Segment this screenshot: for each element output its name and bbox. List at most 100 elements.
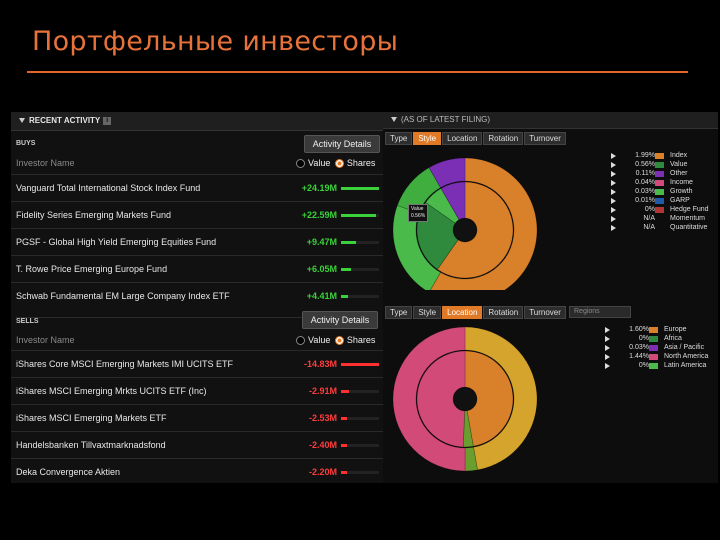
activity-row[interactable]: Vanguard Total International Stock Index…: [11, 174, 383, 201]
legend-item[interactable]: 0% Hedge Fund: [611, 206, 720, 215]
investor-name[interactable]: Deka Convergence Aktien: [16, 467, 121, 477]
collapse-triangle-icon[interactable]: [391, 117, 397, 123]
buys-investor-name-header[interactable]: Investor Name: [16, 158, 75, 168]
change-bar: [341, 214, 379, 217]
legend-percent: N/A: [643, 215, 655, 222]
change-bar-fill: [341, 390, 349, 393]
legend-label: Income: [670, 179, 693, 186]
sells-activity-details-button[interactable]: Activity Details: [302, 311, 378, 329]
change-bar-fill: [341, 187, 379, 190]
investor-name[interactable]: Handelsbanken Tillvaxtmarknadsfond: [16, 440, 166, 450]
tab-turnover[interactable]: Turnover: [524, 132, 566, 145]
donut-hole: [454, 388, 476, 410]
change-value: +4.41M: [306, 291, 337, 301]
tab-style[interactable]: Style: [413, 132, 442, 145]
expand-arrow-icon[interactable]: [605, 363, 610, 369]
donut-slice[interactable]: [429, 157, 538, 290]
ownership-header[interactable]: (AS OF LATEST FILING): [383, 112, 718, 129]
activity-row[interactable]: Fidelity Series Emerging Markets Fund +22…: [11, 201, 383, 228]
legend-percent: 0.11%: [635, 170, 655, 177]
legend-swatch: [655, 153, 664, 159]
investor-name[interactable]: Schwab Fundamental EM Large Company Inde…: [16, 291, 230, 301]
tab-location[interactable]: Location: [442, 306, 483, 319]
change-value: +22.59M: [301, 210, 337, 220]
investor-name[interactable]: T. Rowe Price Emerging Europe Fund: [16, 264, 168, 274]
tab-style[interactable]: Style: [413, 306, 442, 319]
legend-item[interactable]: 1.60% Europe: [605, 326, 715, 335]
legend-item[interactable]: 0.03% Growth: [611, 188, 720, 197]
legend-swatch: [655, 180, 664, 186]
investor-name[interactable]: PGSF - Global High Yield Emerging Equiti…: [16, 237, 217, 247]
buys-mode-toggle: Value Shares: [296, 158, 376, 169]
recent-activity-header[interactable]: RECENT ACTIVITY i: [11, 112, 383, 131]
expand-arrow-icon[interactable]: [605, 327, 610, 333]
value-radio[interactable]: [296, 336, 305, 346]
tab-type[interactable]: Type: [385, 132, 413, 145]
activity-row[interactable]: iShares Core MSCI Emerging Markets IMI U…: [11, 350, 383, 377]
tab-turnover[interactable]: Turnover: [524, 306, 566, 319]
legend-swatch: [649, 327, 658, 333]
activity-row[interactable]: iShares MSCI Emerging Mrkts UCITS ETF (I…: [11, 377, 383, 404]
legend-item[interactable]: 0.11% Other: [611, 170, 720, 179]
expand-arrow-icon[interactable]: [605, 354, 610, 360]
shares-radio[interactable]: [334, 336, 344, 346]
expand-arrow-icon[interactable]: [611, 162, 616, 168]
legend-swatch: [655, 189, 664, 195]
donut-slice[interactable]: [464, 350, 514, 447]
info-icon[interactable]: i: [103, 116, 112, 125]
recent-activity-title: RECENT ACTIVITY: [29, 116, 101, 125]
shares-radio-label: Shares: [346, 158, 376, 168]
activity-row[interactable]: Handelsbanken Tillvaxtmarknadsfond -2.40M: [11, 431, 383, 458]
tab-rotation[interactable]: Rotation: [483, 306, 524, 319]
legend-item[interactable]: 0% Africa: [605, 335, 715, 344]
collapse-triangle-icon[interactable]: [19, 118, 25, 124]
expand-arrow-icon[interactable]: [605, 336, 610, 342]
donut-slice[interactable]: [392, 326, 466, 472]
investor-name[interactable]: iShares Core MSCI Emerging Markets IMI U…: [16, 359, 234, 369]
donut-slice[interactable]: [416, 350, 466, 448]
investor-name[interactable]: iShares MSCI Emerging Markets ETF: [16, 413, 167, 423]
donut-slice[interactable]: [440, 181, 466, 221]
tab-location[interactable]: Location: [442, 132, 483, 145]
donut-slice[interactable]: [437, 181, 514, 279]
expand-arrow-icon[interactable]: [611, 216, 616, 222]
value-radio[interactable]: [296, 159, 305, 169]
legend-percent: 1.99%: [635, 152, 655, 159]
donut-slice[interactable]: [392, 204, 441, 290]
legend-item[interactable]: 1.44% North America: [605, 353, 715, 362]
investor-name[interactable]: Fidelity Series Emerging Markets Fund: [16, 210, 172, 220]
donut-slice[interactable]: [464, 326, 538, 471]
expand-arrow-icon[interactable]: [611, 180, 616, 186]
legend-item[interactable]: 0.56% Value: [611, 161, 720, 170]
activity-row[interactable]: iShares MSCI Emerging Markets ETF -2.53M: [11, 404, 383, 431]
legend-item[interactable]: N/A Momentum: [611, 215, 720, 224]
legend-label: Africa: [664, 335, 682, 342]
tab-rotation[interactable]: Rotation: [483, 132, 524, 145]
donut-slice[interactable]: [428, 157, 466, 188]
legend-item[interactable]: 0.04% Income: [611, 179, 720, 188]
investor-name[interactable]: iShares MSCI Emerging Mrkts UCITS ETF (I…: [16, 386, 207, 396]
expand-arrow-icon[interactable]: [611, 225, 616, 231]
activity-row[interactable]: Deka Convergence Aktien -2.20M: [11, 458, 383, 485]
activity-row[interactable]: T. Rowe Price Emerging Europe Fund +6.05M: [11, 255, 383, 282]
shares-radio[interactable]: [334, 159, 344, 169]
expand-arrow-icon[interactable]: [611, 198, 616, 204]
expand-arrow-icon[interactable]: [611, 207, 616, 213]
sells-investor-name-header[interactable]: Investor Name: [16, 335, 75, 345]
expand-arrow-icon[interactable]: [611, 153, 616, 159]
activity-row[interactable]: Schwab Fundamental EM Large Company Inde…: [11, 282, 383, 309]
regions-dropdown[interactable]: Regions: [569, 306, 631, 318]
legend-item[interactable]: 0.03% Asia / Pacific: [605, 344, 715, 353]
investor-name[interactable]: Vanguard Total International Stock Index…: [16, 183, 201, 193]
legend-item[interactable]: 0.01% GARP: [611, 197, 720, 206]
tab-type[interactable]: Type: [385, 306, 413, 319]
legend-item[interactable]: 1.99% Index: [611, 152, 720, 161]
value-radio-label: Value: [308, 335, 331, 345]
buys-activity-details-button[interactable]: Activity Details: [304, 135, 380, 153]
activity-row[interactable]: PGSF - Global High Yield Emerging Equiti…: [11, 228, 383, 255]
legend-item[interactable]: N/A Quantitative: [611, 224, 720, 233]
legend-item[interactable]: 0% Latin America: [605, 362, 715, 371]
expand-arrow-icon[interactable]: [611, 171, 616, 177]
expand-arrow-icon[interactable]: [605, 345, 610, 351]
expand-arrow-icon[interactable]: [611, 189, 616, 195]
